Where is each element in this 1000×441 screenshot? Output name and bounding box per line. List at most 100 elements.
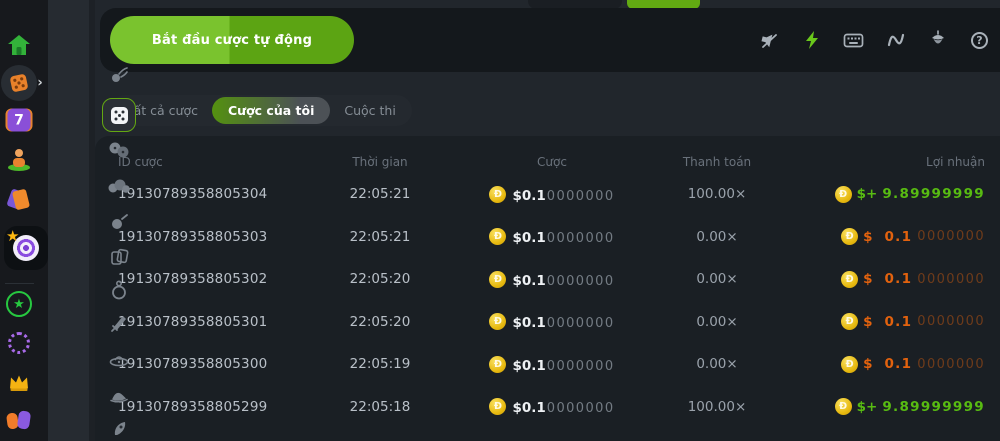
clipped-input-edge	[528, 0, 622, 9]
bet-payout: 100.00×	[687, 398, 747, 415]
game-meteor[interactable]	[109, 213, 129, 231]
bet-amount: Đ $0.10000000	[462, 397, 642, 416]
sidebar-games	[48, 0, 136, 441]
header-bet: Cược	[537, 155, 567, 169]
game-sword[interactable]	[109, 313, 129, 333]
sidebar-item-bonus[interactable]	[8, 332, 30, 354]
doge-coin-icon: Đ	[834, 185, 852, 203]
bet-time: 22:05:20	[349, 271, 411, 288]
table-row[interactable]: 19130789358805302 22:05:20 Đ $0.10000000…	[95, 258, 1000, 301]
bet-time: 22:05:21	[349, 186, 411, 203]
bet-payout: 0.00×	[696, 271, 738, 288]
bet-id: 19130789358805300	[118, 356, 268, 373]
bonus-wreath-icon	[8, 332, 30, 354]
bet-payout: 0.00×	[696, 228, 738, 245]
sword-icon	[111, 316, 126, 332]
sidebar-primary: › 7 ★ ★	[0, 0, 48, 441]
doge-coin-icon: Đ	[489, 355, 507, 373]
bet-amount: Đ $0.10000000	[462, 227, 642, 246]
game-rocket[interactable]	[110, 419, 128, 437]
doge-coin-icon: Đ	[489, 270, 507, 288]
bet-id: 19130789358805302	[118, 271, 268, 288]
doge-coin-icon: Đ	[489, 313, 507, 331]
bet-payout: 0.00×	[696, 313, 738, 330]
bet-time: 22:05:18	[349, 398, 411, 415]
game-cards[interactable]	[109, 247, 129, 267]
game-dice-pair[interactable]	[108, 141, 130, 159]
sidebar-item-home[interactable]	[7, 34, 31, 56]
game-saucer[interactable]	[108, 352, 130, 368]
sidebar-item-originals-active[interactable]: ★	[4, 226, 48, 270]
bet-id: 19130789358805304	[118, 186, 268, 203]
bet-amount: Đ $0.10000000	[462, 270, 642, 289]
table-row[interactable]: 19130789358805303 22:05:21 Đ $0.10000000…	[95, 216, 1000, 259]
doge-coin-icon: Đ	[841, 270, 859, 288]
stopwatch-icon	[112, 280, 126, 300]
sidebar-item-referral[interactable]	[5, 410, 32, 430]
sidebar-item-vip[interactable]	[7, 373, 31, 392]
cards-icon	[111, 248, 129, 265]
sidebar-item-live-casino[interactable]	[7, 149, 31, 171]
start-autobet-button[interactable]: Bắt đầu cược tự động	[110, 16, 354, 64]
bet-payout: 100.00×	[687, 186, 747, 203]
game-classic-dice-active[interactable]	[102, 98, 136, 132]
turbo-bolt-icon[interactable]	[801, 30, 822, 51]
comet-icon	[112, 67, 128, 82]
tab-contest[interactable]: Cuộc thi	[344, 103, 396, 118]
tab-my-bets[interactable]: Cược của tôi	[212, 97, 331, 124]
sidebar-item-slots[interactable]: 7	[7, 108, 31, 132]
doge-coin-icon: Đ	[489, 185, 507, 203]
seed-acorn-icon[interactable]	[927, 30, 948, 51]
star-dart-icon: ★	[6, 227, 20, 245]
header-bet-id: ID cược	[118, 155, 163, 169]
bet-profit: Đ $0.1 0000000	[792, 270, 985, 288]
bet-profit: Đ $0.1 0000000	[792, 355, 985, 373]
meteor-icon	[112, 214, 128, 229]
sidebar-item-rewards[interactable]: ★	[6, 291, 32, 317]
toolbar-icons: ?	[759, 8, 990, 72]
bet-time: 22:05:20	[349, 313, 411, 330]
doge-coin-icon: Đ	[489, 398, 507, 416]
hat-icon	[110, 392, 128, 403]
bet-amount: Đ $0.10000000	[462, 185, 642, 204]
slots-icon: 7	[7, 108, 31, 132]
rewards-star-icon: ★	[6, 291, 32, 317]
bet-id: 19130789358805303	[118, 228, 268, 245]
bet-profit: Đ $0.1 0000000	[792, 313, 985, 331]
game-hat[interactable]	[108, 387, 130, 404]
bet-id: 19130789358805299	[118, 398, 268, 415]
hotkeys-keyboard-icon[interactable]	[843, 30, 864, 51]
table-row[interactable]: 19130789358805304 22:05:21 Đ $0.10000000…	[95, 173, 1000, 216]
rocket-icon	[114, 422, 126, 435]
game-stopwatch[interactable]	[110, 280, 128, 301]
promotions-tags-icon	[6, 188, 32, 212]
doge-coin-icon: Đ	[489, 228, 507, 246]
trends-wave-icon[interactable]	[885, 30, 906, 51]
table-row[interactable]: 19130789358805301 22:05:20 Đ $0.10000000…	[95, 301, 1000, 344]
bet-id: 19130789358805301	[118, 313, 268, 330]
table-header: ID cược Thời gian Cược Thanh toán Lợi nh…	[95, 136, 1000, 173]
game-toolbar: Bắt đầu cược tự động	[100, 8, 1000, 72]
help-icon[interactable]: ?	[969, 30, 990, 51]
referral-people-icon	[5, 410, 32, 430]
sound-muted-icon[interactable]	[759, 30, 780, 51]
home-icon	[8, 35, 30, 55]
sidebar-item-casino[interactable]	[1, 65, 37, 101]
bet-time: 22:05:21	[349, 228, 411, 245]
table-row[interactable]: 19130789358805299 22:05:18 Đ $0.10000000…	[95, 386, 1000, 429]
game-comet[interactable]	[109, 65, 129, 85]
chevron-right-icon[interactable]: ›	[37, 75, 43, 91]
tab-all-bets[interactable]: Tất cả cược	[126, 103, 198, 118]
bet-profit: Đ $+ 9.89999999	[792, 185, 985, 203]
table-row[interactable]: 19130789358805300 22:05:19 Đ $0.10000000…	[95, 343, 1000, 386]
bet-time: 22:05:19	[349, 356, 411, 373]
rocks-icon	[108, 179, 130, 193]
originals-target-icon	[13, 235, 39, 261]
doge-coin-icon: Đ	[841, 355, 859, 373]
doge-coin-icon: Đ	[841, 313, 859, 331]
sidebar-item-promotions[interactable]	[6, 188, 32, 212]
bet-payout: 0.00×	[696, 356, 738, 373]
game-rocks[interactable]	[107, 177, 131, 193]
doge-coin-icon: Đ	[834, 398, 852, 416]
